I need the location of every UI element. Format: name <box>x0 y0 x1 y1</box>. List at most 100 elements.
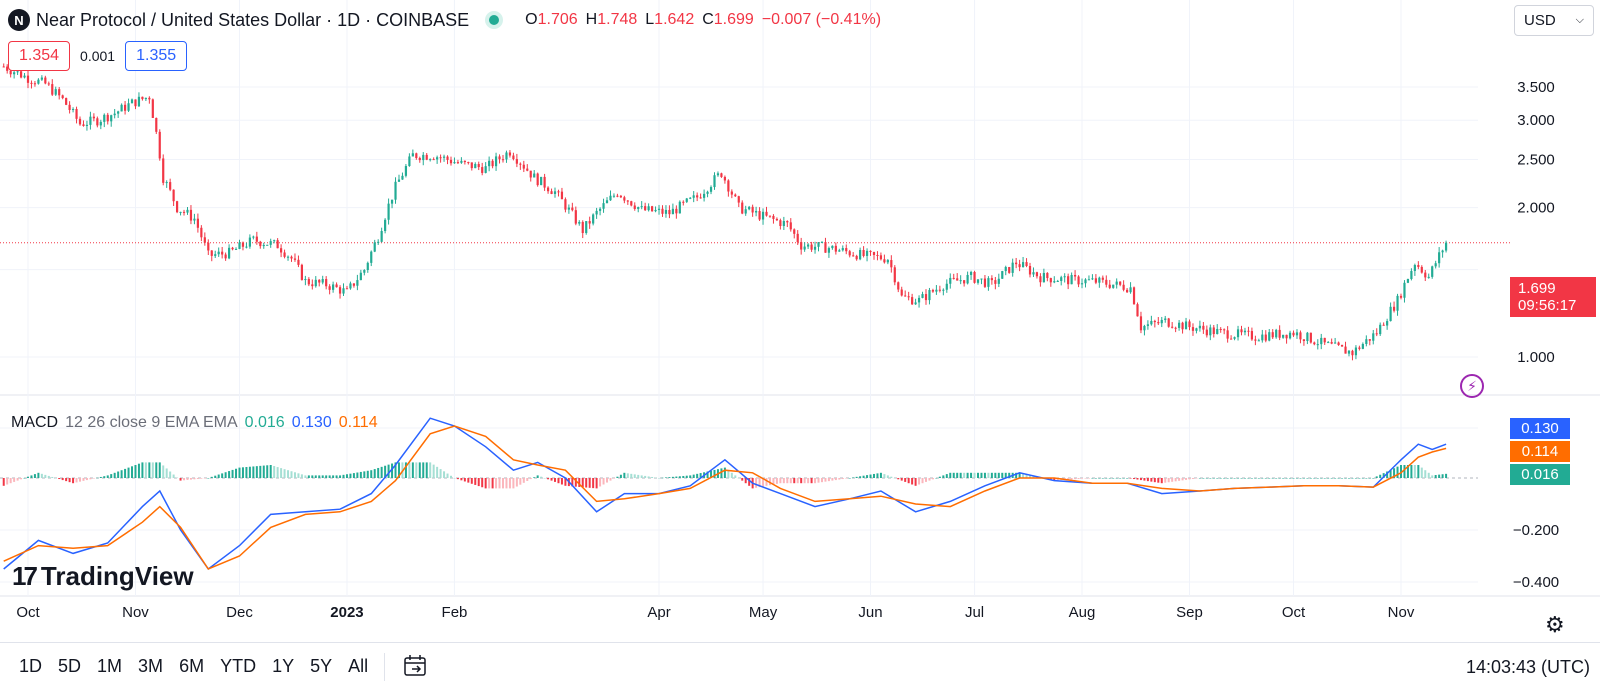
macd-histogram-bar <box>443 471 446 478</box>
candle-body <box>567 207 570 210</box>
candle-body <box>470 162 473 169</box>
macd-histogram-bar <box>477 478 480 487</box>
macd-histogram-bar <box>997 472 1000 478</box>
calendar-range-icon[interactable] <box>401 652 429 680</box>
macd-histogram-bar <box>366 470 369 478</box>
macd-histogram-bar <box>58 478 61 480</box>
macd-histogram-bar <box>973 472 976 478</box>
candle-body <box>245 246 248 248</box>
macd-histogram-bar <box>668 477 671 478</box>
candle-body <box>990 278 993 281</box>
candle-body <box>623 197 626 201</box>
macd-histogram-bar <box>328 475 331 478</box>
candle-body <box>1171 326 1174 328</box>
macd-histogram-bar <box>675 476 678 478</box>
candle-body <box>1223 329 1226 331</box>
macd-histogram-bar <box>1077 478 1080 479</box>
macd-histogram-bar <box>831 478 834 481</box>
candle-body <box>1288 332 1292 339</box>
macd-histogram-bar <box>27 476 29 478</box>
macd-histogram-bar <box>619 474 622 478</box>
sell-button[interactable]: 1.354 <box>8 41 71 71</box>
macd-legend[interactable]: MACD 12 26 close 9 EMA EMA 0.016 0.130 0… <box>11 414 378 432</box>
macd-histogram-bar <box>287 470 290 478</box>
candle-body <box>765 211 768 216</box>
macd-histogram-bar <box>1299 478 1302 479</box>
macd-histogram-bar <box>137 463 140 478</box>
macd-histogram-bar <box>1323 478 1326 479</box>
market-status-icon[interactable] <box>489 15 500 25</box>
macd-histogram-bar <box>30 475 33 478</box>
candle-body <box>1268 332 1271 341</box>
candle-body <box>1046 272 1049 279</box>
range-button[interactable]: All <box>348 656 369 676</box>
lightning-icon[interactable]: ⚡ <box>1460 374 1484 398</box>
macd-line <box>3 417 1447 571</box>
candle-body <box>1212 327 1215 335</box>
macd-histogram-bar <box>952 472 955 478</box>
range-button[interactable]: 1Y <box>272 656 295 676</box>
macd-histogram-bar <box>488 478 491 489</box>
symbol-title[interactable]: Near Protocol / United States Dollar · 1… <box>36 9 470 30</box>
gear-icon[interactable]: ⚙ <box>1545 612 1565 637</box>
candle-body <box>768 215 772 217</box>
candle-body <box>1316 344 1319 346</box>
candle-body <box>307 279 310 285</box>
candle-body <box>477 163 480 168</box>
candle-body <box>408 156 411 167</box>
buy-button[interactable]: 1.355 <box>125 41 188 71</box>
macd-histogram-bar <box>1188 478 1191 480</box>
candle-body <box>1334 342 1337 344</box>
candle-body <box>723 176 727 181</box>
macd-histogram-bar <box>391 463 394 478</box>
candle-body <box>501 159 505 161</box>
macd-histogram-bar <box>897 478 900 480</box>
range-button[interactable]: 5Y <box>310 656 333 676</box>
currency-select[interactable]: USD ⌵ <box>1514 5 1594 36</box>
macd-histogram-bar <box>1067 478 1070 480</box>
range-button[interactable]: 5D <box>58 656 82 676</box>
candle-body <box>332 284 335 290</box>
candle-body <box>113 113 116 116</box>
candle-body <box>1115 281 1118 285</box>
macd-histogram-bar <box>72 478 75 484</box>
range-button[interactable]: 1M <box>97 656 123 676</box>
macd-histogram-bar <box>748 478 751 486</box>
macd-histogram-bar <box>890 476 893 478</box>
utc-clock[interactable]: 14:03:43 (UTC) <box>1465 657 1590 677</box>
macd-histogram-bar <box>1289 478 1292 479</box>
macd-histogram-bar <box>131 466 134 478</box>
candle-body <box>1243 330 1247 333</box>
candle-body <box>290 256 293 259</box>
macd-histogram-bar <box>1334 478 1337 479</box>
macd-histogram-bar <box>1264 478 1267 479</box>
candle-body <box>758 211 761 220</box>
candle-body <box>394 181 397 200</box>
macd-histogram-bar <box>1174 478 1177 482</box>
macd-histogram-bar <box>1112 478 1115 479</box>
candle-body <box>709 187 713 192</box>
candle-body <box>293 258 297 260</box>
candle-body <box>1420 266 1423 273</box>
candle-body <box>1302 339 1306 341</box>
range-button[interactable]: 6M <box>179 656 205 676</box>
macd-histogram-bar <box>1257 478 1260 479</box>
range-button[interactable]: 1D <box>19 656 43 676</box>
candle-body <box>456 162 460 164</box>
candle-body <box>481 167 484 173</box>
x-tick-label: Oct <box>1282 604 1306 621</box>
candle-body <box>1271 332 1274 338</box>
macd-histogram-bar <box>1250 478 1253 479</box>
tradingview-watermark[interactable]: 17 TradingView <box>12 561 194 592</box>
candle-body <box>1323 337 1326 343</box>
range-button[interactable]: 3M <box>138 656 164 676</box>
macd-histogram-bar <box>1157 478 1160 483</box>
candle-body <box>1278 329 1281 338</box>
candle-body <box>730 191 733 195</box>
range-button[interactable]: YTD <box>220 656 257 676</box>
macd-histogram-bar <box>1361 478 1364 479</box>
candle-body <box>1205 329 1208 336</box>
candle-body <box>633 205 636 209</box>
candle-body <box>397 179 401 182</box>
